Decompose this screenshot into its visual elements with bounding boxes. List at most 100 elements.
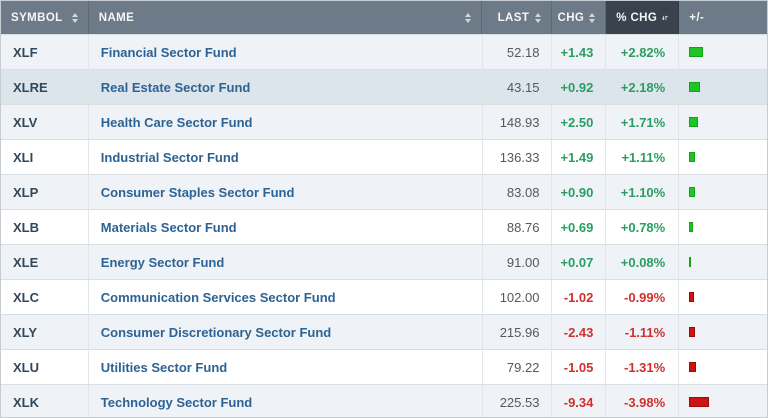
change-cell: -9.34 [552, 385, 607, 417]
pct-change-cell: -0.99% [606, 280, 680, 314]
symbol-text: XLRE [13, 79, 48, 95]
pct-change-text: +1.10% [620, 184, 666, 200]
last-price-text: 225.53 [499, 394, 540, 410]
last-price-cell: 88.76 [483, 210, 553, 244]
symbol-cell: XLI [1, 140, 89, 174]
change-bar [689, 397, 710, 407]
fund-name-link[interactable]: Health Care Sector Fund [100, 114, 253, 130]
change-text: +0.92 [560, 79, 594, 95]
pct-change-text: +1.11% [621, 149, 666, 165]
change-bar-cell [679, 280, 767, 314]
last-price-cell: 215.96 [483, 315, 553, 349]
symbol-cell: XLF [1, 35, 89, 69]
change-text: +0.90 [560, 184, 594, 200]
fund-name-link[interactable]: Communication Services Sector Fund [100, 289, 336, 305]
name-cell: Consumer Discretionary Sector Fund [89, 315, 483, 349]
symbol-text: XLU [13, 359, 39, 375]
change-cell: -1.05 [552, 350, 607, 384]
last-price-cell: 148.93 [483, 105, 553, 139]
fund-name-link[interactable]: Financial Sector Fund [100, 44, 237, 60]
table-row[interactable]: XLB Materials Sector Fund 88.76 +0.69 +0… [1, 209, 767, 244]
symbol-text: XLE [13, 254, 39, 270]
header-cell-pct-chg[interactable]: % CHG [606, 1, 680, 34]
change-text: +0.07 [560, 254, 594, 270]
change-bar-cell [679, 350, 767, 384]
table-row[interactable]: XLI Industrial Sector Fund 136.33 +1.49 … [1, 139, 767, 174]
table-row[interactable]: XLP Consumer Staples Sector Fund 83.08 +… [1, 174, 767, 209]
last-price-text: 136.33 [499, 149, 540, 165]
sort-updown-icon [589, 12, 596, 23]
symbol-text: XLK [13, 394, 39, 410]
change-bar-cell [679, 315, 767, 349]
last-price-cell: 225.53 [483, 385, 553, 417]
name-cell: Materials Sector Fund [89, 210, 483, 244]
table-row[interactable]: XLRE Real Estate Sector Fund 43.15 +0.92… [1, 69, 767, 104]
table-row[interactable]: XLU Utilities Sector Fund 79.22 -1.05 -1… [1, 349, 767, 384]
header-cell-last[interactable]: LAST [482, 1, 553, 34]
header-cell-chg[interactable]: CHG [552, 1, 607, 34]
change-text: -1.02 [563, 289, 594, 305]
fund-name-link[interactable]: Consumer Staples Sector Fund [100, 184, 295, 200]
pct-change-text: +0.78% [620, 219, 666, 235]
table-row[interactable]: XLC Communication Services Sector Fund 1… [1, 279, 767, 314]
name-cell: Real Estate Sector Fund [89, 70, 483, 104]
table-row[interactable]: XLK Technology Sector Fund 225.53 -9.34 … [1, 384, 767, 417]
symbol-cell: XLV [1, 105, 89, 139]
table-row[interactable]: XLV Health Care Sector Fund 148.93 +2.50… [1, 104, 767, 139]
change-bar-cell [679, 245, 767, 279]
table-row[interactable]: XLY Consumer Discretionary Sector Fund 2… [1, 314, 767, 349]
pct-change-text: -1.11% [624, 324, 666, 340]
change-bar [689, 292, 695, 302]
last-price-cell: 91.00 [483, 245, 553, 279]
change-text: +1.43 [560, 44, 594, 60]
fund-name-link[interactable]: Energy Sector Fund [100, 254, 225, 270]
last-price-cell: 136.33 [483, 140, 553, 174]
change-text: -2.43 [563, 324, 594, 340]
fund-name-link[interactable]: Industrial Sector Fund [100, 149, 239, 165]
change-cell: +0.92 [552, 70, 607, 104]
header-cell-symbol[interactable]: SYMBOL [1, 1, 89, 34]
symbol-text: XLC [13, 289, 39, 305]
change-bar-cell [679, 70, 767, 104]
change-bar [689, 152, 696, 162]
last-price-cell: 43.15 [483, 70, 553, 104]
sort-descending-icon [662, 15, 669, 20]
change-cell: +2.50 [552, 105, 607, 139]
pct-change-text: +2.18% [620, 79, 666, 95]
header-cell-name[interactable]: NAME [89, 1, 483, 34]
change-bar [689, 327, 696, 337]
fund-name-link[interactable]: Consumer Discretionary Sector Fund [100, 324, 332, 340]
table-row[interactable]: XLF Financial Sector Fund 52.18 +1.43 +2… [1, 34, 767, 69]
change-bar-cell [679, 140, 767, 174]
name-cell: Energy Sector Fund [89, 245, 483, 279]
pct-change-text: +1.71% [620, 114, 666, 130]
fund-name-link[interactable]: Utilities Sector Fund [100, 359, 228, 375]
change-bar [689, 82, 701, 92]
symbol-cell: XLU [1, 350, 89, 384]
fund-name-link[interactable]: Technology Sector Fund [100, 394, 253, 410]
pct-change-cell: +1.71% [606, 105, 680, 139]
header-label-chg: CHG [557, 11, 585, 24]
pct-change-text: -0.99% [624, 289, 666, 305]
header-label-name: NAME [98, 11, 135, 24]
pct-change-cell: +0.08% [606, 245, 680, 279]
header-label-pct-chg: % CHG [616, 11, 658, 24]
pct-change-cell: -3.98% [606, 385, 680, 417]
fund-name-link[interactable]: Materials Sector Fund [100, 219, 237, 235]
name-cell: Utilities Sector Fund [89, 350, 483, 384]
name-cell: Health Care Sector Fund [89, 105, 483, 139]
symbol-text: XLB [13, 219, 39, 235]
table-row[interactable]: XLE Energy Sector Fund 91.00 +0.07 +0.08… [1, 244, 767, 279]
name-cell: Industrial Sector Fund [89, 140, 483, 174]
table-body: XLF Financial Sector Fund 52.18 +1.43 +2… [1, 34, 767, 417]
fund-name-link[interactable]: Real Estate Sector Fund [100, 79, 251, 95]
pct-change-cell: +2.18% [606, 70, 680, 104]
symbol-cell: XLB [1, 210, 89, 244]
name-cell: Consumer Staples Sector Fund [89, 175, 483, 209]
pct-change-text: +2.82% [620, 44, 666, 60]
symbol-cell: XLP [1, 175, 89, 209]
header-cell-bar: +/- [679, 1, 767, 34]
sort-updown-icon [71, 12, 78, 23]
last-price-text: 91.00 [506, 254, 540, 270]
